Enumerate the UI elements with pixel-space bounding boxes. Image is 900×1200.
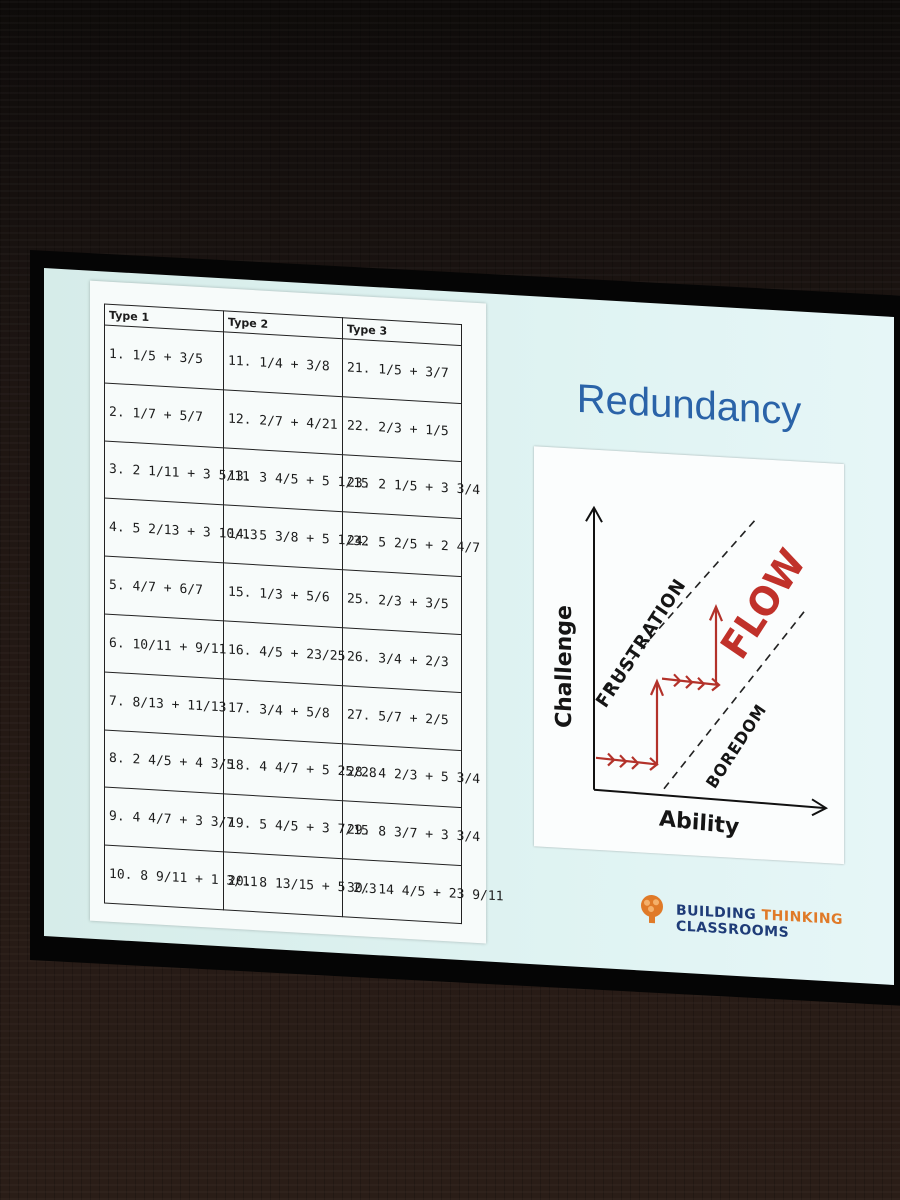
slide-title: Redundancy: [576, 376, 802, 434]
problem-cell: 7. 8/13 + 11/13: [104, 671, 226, 737]
problem-cell: 13. 3 4/5 + 5 1/15: [223, 447, 369, 513]
lower-boundary-line: [663, 611, 805, 790]
problem-cell: 21. 1/5 + 3/7: [342, 338, 462, 404]
problem-cell: 11. 1/4 + 3/8: [223, 331, 343, 397]
logo-text: BUILDING THINKING CLASSROOMS: [676, 902, 894, 947]
problem-cell: 5. 4/7 + 6/7: [104, 556, 224, 621]
problem-cell: 6. 10/11 + 9/11: [104, 613, 226, 679]
presentation-slide: Type 1 Type 2 Type 3 1. 1/5 + 3/5 11. 1/…: [44, 268, 894, 986]
problem-cell: 23. 2 1/5 + 3 3/4: [342, 454, 480, 519]
problem-cell: 17. 3/4 + 5/8: [223, 678, 343, 744]
problem-cell: 18. 4 4/7 + 5 25/28: [223, 736, 377, 802]
problem-cell: 3. 2 1/11 + 3 5/11: [104, 440, 250, 506]
flow-staircase: [595, 603, 724, 771]
x-axis-arrow-icon: [811, 798, 829, 817]
problem-cell: 4. 5 2/13 + 3 10/13: [104, 498, 258, 564]
flow-graph-drawing: [585, 505, 829, 817]
problem-cell: 29. 8 3/7 + 3 3/4: [342, 801, 480, 866]
problem-cell: 10. 8 9/11 + 1 3/11: [104, 845, 258, 910]
y-axis-arrow-icon: [585, 505, 603, 523]
brain-icon: [641, 895, 663, 924]
problem-cell: 28. 4 2/3 + 5 3/4: [342, 743, 480, 808]
worksheet-table: Type 1 Type 2 Type 3 1. 1/5 + 3/5 11. 1/…: [104, 303, 504, 924]
problem-cell: 8. 2 4/5 + 4 3/5: [104, 729, 234, 795]
problem-cell: 12. 2/7 + 4/21: [223, 389, 343, 455]
problem-cell: 1. 1/5 + 3/5: [104, 324, 224, 390]
problem-cell: 20. 8 13/15 + 5 2/3: [223, 852, 377, 917]
problem-cell: 27. 5/7 + 2/5: [342, 685, 462, 751]
building-thinking-classrooms-logo: BUILDING THINKING CLASSROOMS: [636, 892, 894, 941]
problem-cell: 22. 2/3 + 1/5: [342, 396, 462, 462]
problem-cell: 15. 1/3 + 5/6: [223, 563, 343, 628]
y-axis-label: Challenge: [552, 604, 577, 729]
problem-cell: 2. 1/7 + 5/7: [104, 382, 224, 448]
problem-cell: 16. 4/5 + 23/25: [223, 620, 345, 686]
problem-cell: 25. 2/3 + 3/5: [342, 569, 462, 635]
problem-cell: 14. 5 3/8 + 5 1/32: [223, 505, 369, 570]
fraction-worksheet: Type 1 Type 2 Type 3 1. 1/5 + 3/5 11. 1/…: [90, 280, 504, 944]
x-axis: [593, 788, 825, 809]
problem-cell: 26. 3/4 + 2/3: [342, 627, 462, 693]
problem-cell: 30. 14 4/5 + 23 9/11: [342, 858, 504, 924]
flow-graph: Challenge Ability FRUSTRATION BOREDOM FL…: [534, 446, 844, 865]
problem-cell: 9. 4 4/7 + 3 3/7: [104, 787, 234, 853]
problem-cell: 19. 5 4/5 + 3 7/15: [223, 794, 369, 859]
problem-cell: 24. 5 2/5 + 2 4/7: [342, 512, 480, 577]
